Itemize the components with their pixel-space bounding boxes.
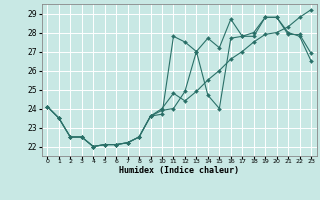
X-axis label: Humidex (Indice chaleur): Humidex (Indice chaleur) [119,166,239,175]
